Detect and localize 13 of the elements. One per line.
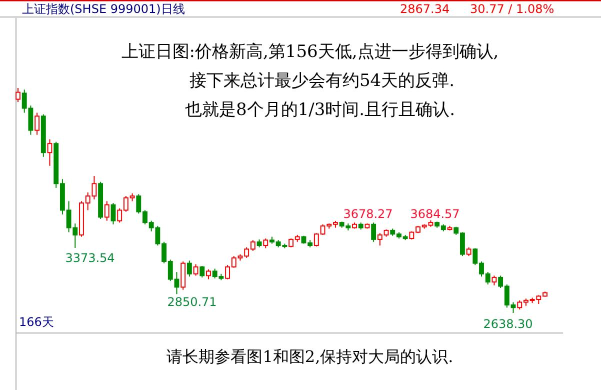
text: 请长期参看图1和图2,保持对大局的认识. bbox=[166, 347, 454, 366]
annotation: 2850.71 bbox=[167, 295, 217, 309]
text: 2867.34 bbox=[400, 2, 450, 16]
text: 上证日图:价格新高,第156天低,点进一步得到确认, bbox=[121, 42, 499, 62]
text: 166天 bbox=[19, 315, 54, 329]
annotation: 也就是8个月的1/3时间.且行且确认. bbox=[185, 100, 455, 120]
annotation: 3373.54 bbox=[65, 251, 115, 265]
annotation: 3684.57 bbox=[410, 207, 460, 221]
annotation: 接下来总计最少会有约54天的反弹. bbox=[189, 71, 455, 91]
chart-title: 上证指数(SHSE 999001)日线 bbox=[22, 2, 185, 16]
annotation: 3678.27 bbox=[343, 207, 393, 221]
text: 2638.30 bbox=[483, 317, 533, 331]
text: 30.77 / 1.08% bbox=[470, 2, 554, 16]
